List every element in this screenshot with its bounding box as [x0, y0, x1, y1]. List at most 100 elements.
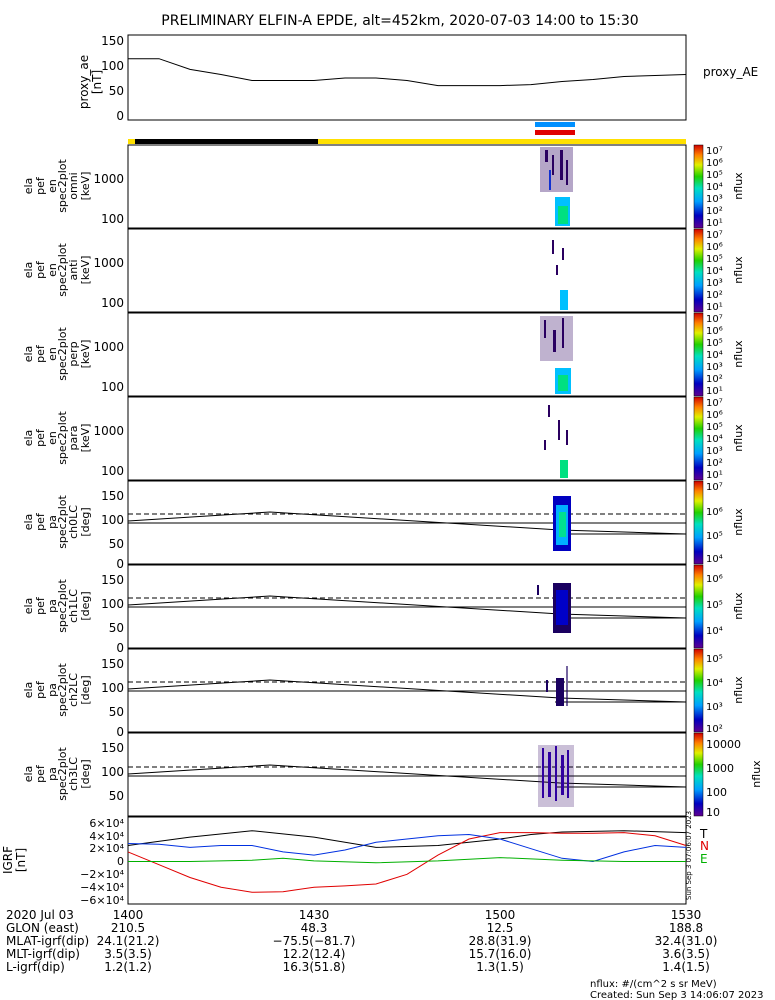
cb-tick: 10¹ [706, 218, 723, 229]
spec-ylabel: ela [22, 430, 35, 447]
pa-colorbar [693, 648, 704, 733]
spec-ylabel: spec2plot [56, 327, 69, 381]
igrf-legend-N: N [700, 839, 709, 853]
spec-tick: 1000 [93, 424, 124, 438]
pa-ylabel: pef [34, 764, 47, 783]
cb-tick: 10² [706, 724, 723, 735]
spectrogram-para-panel: ela pef en spec2plot para [keV] 1000 100… [22, 396, 745, 481]
spec-frame [127, 312, 687, 397]
ephem-val: 1.4(1.5) [662, 960, 710, 974]
igrf-legend-E: E [700, 852, 708, 866]
ephem-val: 1.2(1.2) [104, 960, 152, 974]
spectrogram-anti-panel: ela pef en spec2plot anti [keV] 1000 100… [22, 228, 745, 313]
lc-curve [127, 511, 687, 535]
pa-ylabel: ela [22, 598, 35, 615]
spec-ylabel: perp [67, 341, 80, 366]
ephem-val: 1500 [485, 908, 516, 922]
cb-label: nflux [750, 760, 763, 788]
cb-label: nflux [732, 424, 745, 452]
proxy-ae-tick: 150 [101, 34, 124, 48]
spec-ylabel: ela [22, 178, 35, 195]
cb-tick: 10⁵ [706, 531, 723, 542]
cb-label: nflux [732, 256, 745, 284]
cb-label: nflux [732, 508, 745, 536]
spec-colorbar [693, 396, 704, 481]
pa-ylabel: [deg] [79, 591, 92, 620]
cb-tick: 10000 [706, 738, 741, 751]
igrf-ylabel: [nT] [14, 848, 28, 872]
science-zone-bar-red [535, 130, 575, 135]
pa-ylabel: ch1LC [67, 589, 80, 623]
cb-tick: 10² [706, 458, 723, 469]
pa-ylabel: pef [34, 512, 47, 531]
ephem-val: 32.4(31.0) [655, 934, 718, 948]
cb-tick: 10⁷ [706, 146, 723, 157]
igrf-tick: 4×10⁴ [89, 830, 124, 843]
cb-tick: 10⁷ [706, 230, 723, 241]
spec-ylabel: ela [22, 346, 35, 363]
proxy-ae-panel: proxy_ae [nT] proxy_AE 150 100 50 0 [77, 34, 758, 123]
ephem-val: 28.8(31.9) [469, 934, 532, 948]
pa-ylabel: spec2plot [56, 579, 69, 633]
spec-ylabel: [keV] [79, 424, 92, 453]
spec-data-patch [552, 240, 568, 310]
spec-data-patch [540, 147, 573, 226]
spec-ylabel: spec2plot [56, 159, 69, 213]
pa-tick: 150 [101, 741, 124, 755]
lc-curve [127, 764, 687, 788]
proxy-ae-tick: 0 [116, 109, 124, 123]
cb-tick: 10 [706, 806, 720, 819]
pa-ylabel: pa [46, 767, 59, 781]
spec-ylabel: en [46, 179, 59, 193]
spec-tick: 1000 [93, 340, 124, 354]
spec-data-patch [544, 405, 568, 478]
ephem-label: MLT-igrf(dip) [6, 947, 80, 961]
cb-tick: 10³ [706, 362, 723, 373]
spec-ylabel: [keV] [79, 172, 92, 201]
cb-tick: 10⁵ [706, 170, 723, 181]
igrf-tick: −2×10⁴ [80, 868, 124, 881]
cb-tick: 10⁶ [706, 158, 723, 169]
cb-tick: 10⁵ [706, 422, 723, 433]
lc-curve [127, 679, 687, 703]
igrf-series-T [127, 830, 687, 848]
cb-tick: 10² [706, 206, 723, 217]
pa-ylabel: pef [34, 596, 47, 615]
spec-ylabel: omni [67, 172, 80, 199]
cb-tick: 10⁷ [706, 398, 723, 409]
cb-tick: 10¹ [706, 470, 723, 481]
cb-tick: 10³ [706, 702, 723, 713]
pa-tick: 50 [109, 789, 124, 803]
igrf-ylabel: IGRF [1, 846, 15, 874]
igrf-tick: −4×10⁴ [80, 881, 124, 894]
ephem-val: 48.3 [301, 921, 328, 935]
cb-tick: 10⁴ [706, 626, 723, 637]
footer-ephemeris: 2020 Jul 03 1400 1430 1500 1530 GLON (ea… [6, 908, 717, 974]
cb-tick: 10⁶ [706, 326, 723, 337]
spec-ylabel: [keV] [79, 340, 92, 369]
igrf-tick: −6×10⁴ [80, 894, 124, 907]
pa-tick: 50 [109, 537, 124, 551]
spec-frame [127, 228, 687, 313]
pa-tick: 150 [101, 489, 124, 503]
cb-tick: 10⁴ [706, 266, 723, 277]
spec-tick: 100 [101, 212, 124, 226]
cb-tick: 10⁵ [706, 654, 723, 665]
pa-ylabel: pef [34, 680, 47, 699]
pa-tick: 100 [101, 597, 124, 611]
ephem-val: −75.5(−81.7) [273, 934, 356, 948]
ephem-label: L-igrf(dip) [6, 960, 65, 974]
pa-tick: 0 [116, 557, 124, 571]
ephem-val: 24.1(21.2) [97, 934, 160, 948]
cb-tick: 10⁷ [706, 482, 723, 493]
ephem-val: 3.5(3.5) [104, 947, 152, 961]
ephem-val: 3.6(3.5) [662, 947, 710, 961]
pitch-ch2LC-panel: ela pef pa spec2plot ch2LC [deg] 150 100… [22, 648, 745, 739]
spec-ylabel: spec2plot [56, 411, 69, 465]
lc-curve [127, 595, 687, 619]
cb-tick: 10⁶ [706, 242, 723, 253]
cb-tick: 10¹ [706, 386, 723, 397]
cb-tick: 10⁴ [706, 182, 723, 193]
pa-ylabel: ch2LC [67, 673, 80, 707]
pa-ylabel: [deg] [79, 759, 92, 788]
